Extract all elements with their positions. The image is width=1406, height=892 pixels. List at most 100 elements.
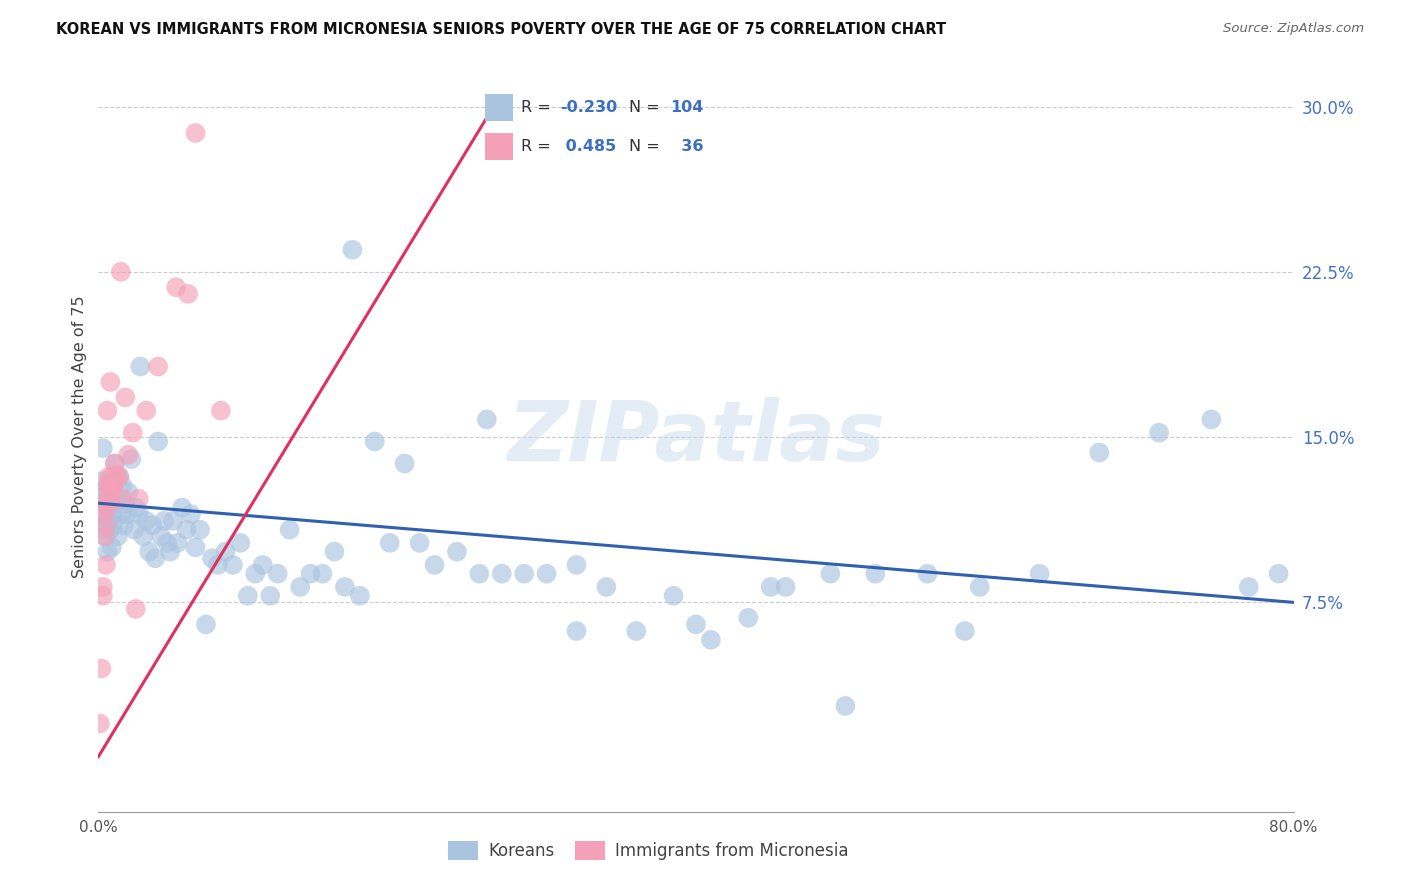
Point [148,434,170,449]
Point [1028,566,1050,581]
Point [299,566,322,581]
Y-axis label: Seniors Poverty Over the Age of 75: Seniors Poverty Over the Age of 75 [72,296,87,578]
Point [267,566,290,581]
Point [103,478,125,492]
Point [378,536,401,550]
Point [93,507,115,521]
Point [214,544,236,558]
Point [97,514,120,528]
Point [184,126,207,140]
Point [195,617,218,632]
Point [93,496,115,510]
Point [408,536,430,550]
Point [96,478,118,492]
Point [89,716,111,731]
Point [125,602,148,616]
Point [491,566,513,581]
Point [207,558,229,572]
Point [252,558,274,572]
Point [101,507,124,521]
Point [342,243,364,257]
Text: Source: ZipAtlas.com: Source: ZipAtlas.com [1223,22,1364,36]
Point [125,500,148,515]
Point [132,529,155,543]
Point [114,391,136,405]
Point [90,661,112,675]
Point [94,485,117,500]
Point [662,589,685,603]
Point [96,403,118,417]
Point [98,491,122,506]
Point [128,491,150,506]
Point [121,425,143,440]
Point [775,580,797,594]
Point [834,698,856,713]
Point [112,518,135,533]
Point [953,624,976,638]
Point [759,580,782,594]
Point [1088,445,1111,459]
Point [172,500,194,515]
Point [98,523,122,537]
Point [222,558,245,572]
Point [124,523,146,537]
Point [115,507,138,521]
Point [737,611,759,625]
Point [700,632,723,647]
Point [513,566,536,581]
Point [595,580,617,594]
Point [110,265,132,279]
Point [288,580,311,594]
Point [349,589,371,603]
Point [917,566,939,581]
Point [176,523,198,537]
Point [468,566,491,581]
Point [101,469,124,483]
Point [188,523,211,537]
Point [364,434,387,449]
Point [97,485,120,500]
Point [278,523,301,537]
Point [105,496,128,510]
Point [103,478,125,492]
Point [128,507,150,521]
Point [423,558,446,572]
Point [114,496,136,510]
Point [1267,566,1289,581]
Point [177,286,200,301]
Point [333,580,356,594]
Point [820,566,842,581]
Point [93,523,115,537]
Point [135,514,157,528]
Point [446,544,468,558]
Point [107,529,129,543]
Point [138,544,160,558]
Point [129,359,152,374]
Point [323,544,346,558]
Point [229,536,252,550]
Point [91,507,114,521]
Point [148,359,170,374]
Point [143,551,166,566]
Point [93,529,115,543]
Point [91,496,114,510]
Point [98,496,122,510]
Point [135,403,157,417]
Point [117,485,139,500]
Text: ZIPatlas: ZIPatlas [508,397,884,477]
Point [98,375,122,389]
Point [162,514,184,528]
Point [111,478,134,492]
Point [117,448,139,462]
Point [103,518,125,533]
Point [91,580,114,594]
Point [536,566,558,581]
Point [94,518,117,533]
Legend: Koreans, Immigrants from Micronesia: Koreans, Immigrants from Micronesia [441,835,855,867]
Point [1237,580,1260,594]
Point [110,507,132,521]
Point [626,624,648,638]
Point [94,529,117,543]
Point [865,566,887,581]
Point [165,280,187,294]
